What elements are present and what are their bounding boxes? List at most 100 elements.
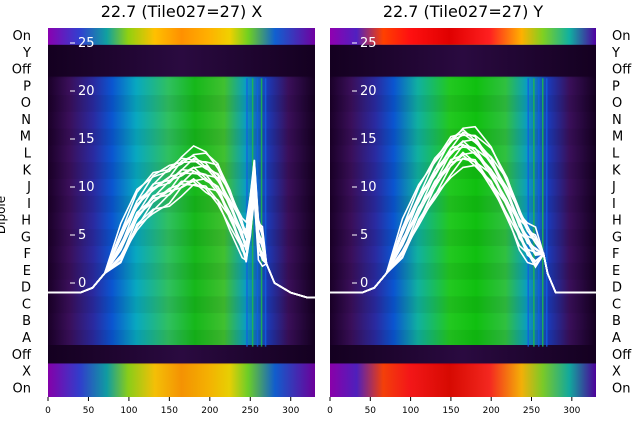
x-tick-label: 0 (327, 406, 333, 416)
overlay-tick-label: 25 (78, 36, 95, 51)
row-label: G (612, 230, 622, 245)
row-label: K (612, 163, 621, 178)
overlay-tick-label: 10 (360, 180, 377, 195)
heatmap-streak (546, 78, 548, 347)
heatmap-streak (533, 78, 535, 347)
x-tick-label: 50 (365, 406, 377, 416)
row-label: Y (22, 46, 31, 61)
heatmap-row (48, 262, 315, 280)
x-tick-label: 200 (201, 406, 218, 416)
row-label: Y (611, 46, 620, 61)
heatmap-row (48, 95, 315, 112)
x-tick-label: 100 (402, 406, 419, 416)
heatmap-streak (527, 78, 529, 347)
chart-title: 22.7 (Tile027=27) X (101, 2, 263, 21)
heatmap-row (330, 128, 596, 146)
heatmap-row (48, 195, 315, 213)
overlay-line (330, 125, 596, 294)
row-label: B (612, 314, 621, 329)
row-label: On (13, 381, 31, 396)
overlay-tick-label: 0 (78, 276, 86, 291)
x-tick-label: 200 (483, 406, 500, 416)
x-tick-label: 50 (83, 406, 95, 416)
on-band-bottom (330, 363, 596, 397)
x-tick-label: 0 (45, 406, 51, 416)
row-label: X (612, 365, 621, 380)
row-label: O (21, 96, 31, 111)
on-band-bottom (48, 363, 315, 397)
row-label: D (612, 281, 622, 296)
heatmap-body (48, 28, 315, 397)
heatmap-streak (541, 78, 544, 347)
overlay-line (48, 144, 315, 299)
heatmap-row (48, 128, 315, 146)
x-tick-label: 300 (282, 406, 299, 416)
row-label: X (22, 365, 31, 380)
overlay-tick-label: 10 (78, 180, 95, 195)
row-label: J (26, 180, 31, 195)
row-label: P (612, 79, 620, 94)
row-label: H (21, 214, 31, 229)
row-label: F (612, 247, 619, 262)
heatmap-row (330, 95, 596, 112)
row-label: Off (612, 348, 632, 363)
heatmap-body (330, 28, 596, 397)
heatmap-row (330, 329, 596, 347)
overlay-tick-label: 20 (360, 84, 377, 99)
row-label: E (612, 264, 620, 279)
row-label: N (21, 113, 31, 128)
row-label: K (22, 163, 31, 178)
row-label: O (612, 96, 622, 111)
row-label: A (612, 331, 621, 346)
row-label: A (22, 331, 31, 346)
row-label: J (611, 180, 616, 195)
row-label: E (23, 264, 31, 279)
x-tick-label: 150 (161, 406, 178, 416)
off-band-top (330, 44, 596, 77)
row-label: H (612, 214, 622, 229)
row-label: N (612, 113, 622, 128)
overlay-tick-label: 15 (360, 132, 377, 147)
y-axis-label: Dipole (0, 196, 8, 234)
row-label: M (20, 130, 31, 145)
heatmap-row (48, 229, 315, 247)
row-label: I (612, 197, 616, 212)
overlay-tick-label: 15 (78, 132, 95, 147)
row-label: On (612, 381, 630, 396)
heatmap-row (330, 262, 596, 280)
row-label: On (612, 29, 630, 44)
overlay-tick-label: 25 (360, 36, 377, 51)
heatmap-row (330, 296, 596, 314)
x-tick-label: 300 (563, 406, 580, 416)
off-band-bottom (330, 345, 596, 366)
overlay-tick-label: 0 (360, 276, 368, 291)
heatmap-row (330, 195, 596, 213)
off-band-top (48, 44, 315, 77)
chart-title: 22.7 (Tile027=27) Y (383, 2, 544, 21)
row-label: D (21, 281, 31, 296)
row-label: P (23, 79, 31, 94)
panel-x: 22.7 (Tile027=27) XOnYOffPONMLKJIHGFEDCB… (12, 2, 315, 416)
row-label: I (27, 197, 31, 212)
x-tick-label: 150 (442, 406, 459, 416)
row-label: L (612, 146, 620, 161)
row-label: F (24, 247, 31, 262)
heatmap-row (330, 162, 596, 179)
on-band-top (48, 28, 315, 45)
overlay-tick-label: 5 (360, 228, 368, 243)
heatmap-row (330, 229, 596, 247)
row-label: B (22, 314, 31, 329)
overlay-tick-label: 5 (78, 228, 86, 243)
heatmap-streak (264, 78, 267, 347)
row-label: C (22, 297, 31, 312)
row-label: On (13, 29, 31, 44)
row-label: Off (12, 348, 32, 363)
x-tick-label: 100 (120, 406, 137, 416)
row-label: M (612, 130, 623, 145)
row-label: Off (12, 63, 32, 78)
heatmap-streak (260, 78, 263, 347)
heatmap-streak (537, 78, 540, 347)
row-label: L (24, 146, 32, 161)
x-tick-label: 250 (523, 406, 540, 416)
